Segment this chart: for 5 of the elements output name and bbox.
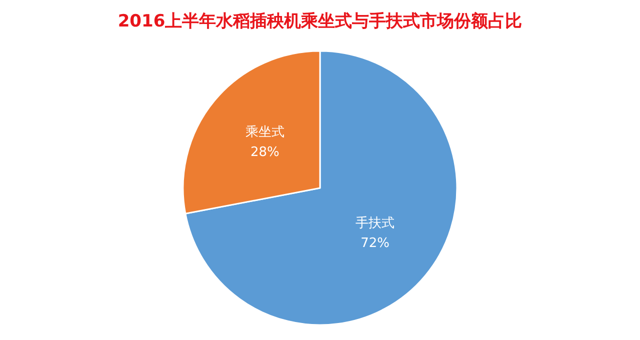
data-label: 28% <box>250 144 280 160</box>
data-label: 72% <box>360 236 390 252</box>
slice-label: 手扶式 <box>356 216 395 232</box>
slice-label: 乘坐式 <box>245 124 284 140</box>
chart-title: 2016上半年水稻插秧机乘坐式与手扶式市场份额占比 <box>118 12 522 32</box>
